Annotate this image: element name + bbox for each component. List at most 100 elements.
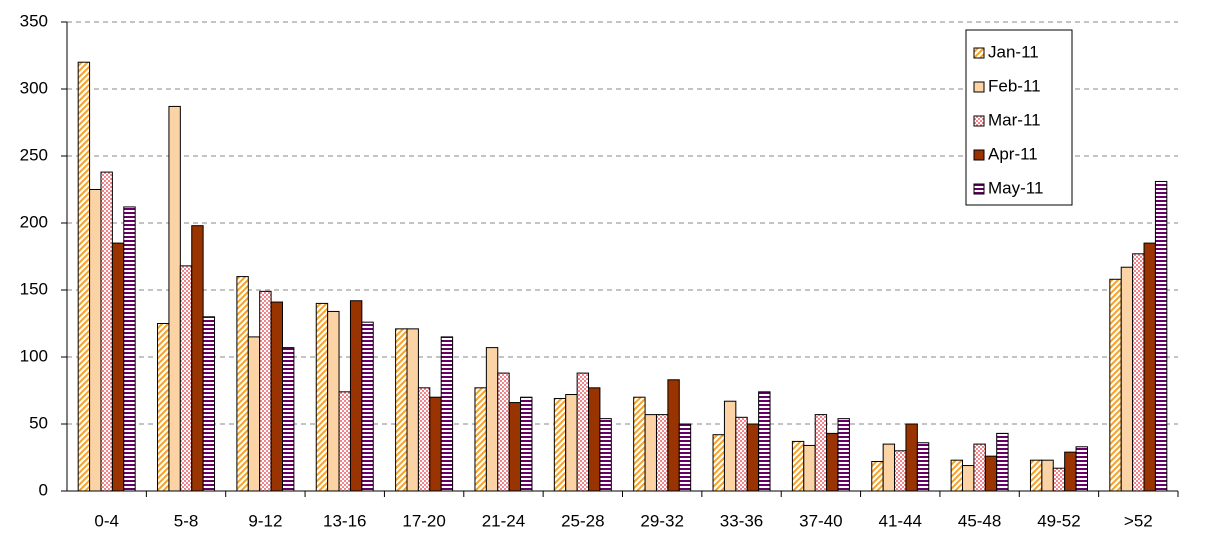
bar	[1041, 459, 1054, 492]
bar	[973, 443, 986, 492]
bar	[723, 400, 737, 492]
bar	[1109, 278, 1122, 492]
bar	[758, 391, 771, 492]
y-tick-label: 350	[20, 11, 48, 30]
bar	[1075, 446, 1088, 492]
bar	[361, 321, 374, 492]
bar	[905, 423, 918, 492]
bar	[349, 300, 363, 492]
bar	[1029, 459, 1043, 492]
bar	[882, 443, 896, 492]
bar	[508, 402, 522, 492]
bar	[633, 396, 646, 492]
bar	[1052, 467, 1066, 492]
bar	[395, 328, 408, 492]
bar	[826, 432, 839, 492]
legend-label: Apr-11	[988, 144, 1038, 163]
bar	[77, 61, 91, 492]
x-tick-label: 5-8	[174, 511, 199, 530]
bar	[270, 301, 283, 492]
legend-swatch	[973, 149, 985, 161]
bar	[735, 416, 748, 492]
bar	[746, 423, 760, 492]
y-tick-label: 0	[39, 480, 48, 499]
bar	[327, 310, 340, 492]
bar	[553, 398, 567, 492]
bar	[520, 396, 533, 492]
legend: Jan-11 Feb-11 Mar-11 Apr-11 May-11	[965, 29, 1073, 206]
y-tick-label: 300	[20, 78, 48, 97]
bar	[123, 206, 136, 492]
x-tick-label: 17-20	[402, 511, 445, 530]
y-tick-label: 200	[20, 212, 48, 231]
legend-label: Feb-11	[988, 76, 1041, 95]
x-tick-label: 9-12	[248, 511, 282, 530]
bar	[100, 171, 113, 492]
y-tick-label: 100	[20, 346, 48, 365]
bar	[111, 242, 125, 492]
bar	[950, 459, 964, 492]
y-tick-label: 150	[20, 279, 48, 298]
bar	[179, 265, 193, 492]
x-tick-label: 37-40	[799, 511, 842, 530]
bar	[202, 316, 216, 492]
bar	[157, 323, 170, 492]
bar	[474, 387, 487, 492]
bar	[247, 336, 261, 492]
bar	[814, 414, 828, 492]
bar	[1120, 266, 1134, 492]
bar	[644, 414, 657, 492]
bar	[485, 347, 499, 492]
legend-swatch	[973, 183, 985, 195]
bar	[1132, 253, 1145, 492]
bar	[984, 455, 998, 492]
bar	[440, 336, 454, 492]
y-tick-label: 250	[20, 145, 48, 164]
legend-swatch	[973, 81, 985, 93]
bar	[497, 372, 510, 492]
bar	[588, 387, 601, 492]
bar	[565, 394, 578, 492]
bar	[837, 418, 850, 492]
bar	[406, 328, 419, 492]
bar	[678, 423, 692, 492]
legend-swatch	[973, 47, 985, 59]
x-tick-label: 29-32	[640, 511, 683, 530]
bar	[791, 440, 805, 492]
bar	[712, 434, 725, 492]
bar	[236, 276, 249, 492]
bar	[1064, 451, 1077, 492]
bar	[1143, 242, 1156, 492]
bar	[962, 465, 975, 492]
x-tick-label: 0-4	[94, 511, 119, 530]
bar	[803, 444, 816, 492]
bar	[1154, 180, 1168, 492]
bar	[916, 442, 930, 492]
bar	[191, 225, 204, 492]
bar	[417, 387, 431, 492]
bar	[655, 414, 669, 492]
x-tick-label: 21-24	[482, 511, 525, 530]
x-tick-label: 33-36	[720, 511, 763, 530]
x-tick-label: >52	[1124, 511, 1153, 530]
bar	[894, 450, 907, 492]
x-tick-label: 49-52	[1037, 511, 1080, 530]
bar	[89, 189, 102, 492]
legend-swatch	[973, 115, 985, 127]
bar	[667, 379, 680, 492]
y-tick-label: 50	[29, 413, 48, 432]
x-tick-label: 45-48	[958, 511, 1001, 530]
bar	[871, 461, 884, 492]
legend-label: Jan-11	[988, 42, 1039, 61]
bar	[338, 391, 351, 492]
bar	[996, 432, 1009, 492]
bar	[281, 347, 295, 492]
x-tick-label: 41-44	[879, 511, 922, 530]
x-tick-label: 25-28	[561, 511, 604, 530]
bar	[429, 396, 442, 492]
bar	[315, 302, 329, 492]
legend-label: May-11	[988, 178, 1043, 197]
legend-label: Mar-11	[988, 110, 1041, 129]
bar	[259, 290, 272, 492]
